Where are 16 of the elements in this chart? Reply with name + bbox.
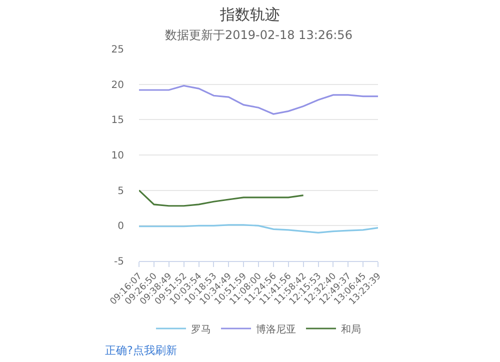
text: 正确?点我刷新 (105, 344, 177, 357)
line-series (139, 190, 304, 207)
y-tick-label: 15 (111, 115, 124, 126)
y-tick-label: 10 (111, 150, 124, 162)
legend-label: 罗马 (191, 324, 211, 336)
chart-subtitle: 数据更新于2019-02-18 13:26:56 (165, 28, 352, 42)
y-tick-label: 25 (111, 44, 124, 56)
y-tick-label: 0 (118, 221, 124, 232)
legend-label: 和局 (341, 323, 361, 336)
y-tick-label: 5 (118, 186, 124, 197)
legend-label: 博洛尼亚 (256, 323, 296, 336)
y-tick-label: 20 (111, 80, 124, 91)
line-series (139, 84, 378, 115)
line-series (139, 224, 378, 234)
chart-title: 指数轨迹 (219, 6, 280, 24)
y-tick-label: -5 (114, 256, 124, 268)
